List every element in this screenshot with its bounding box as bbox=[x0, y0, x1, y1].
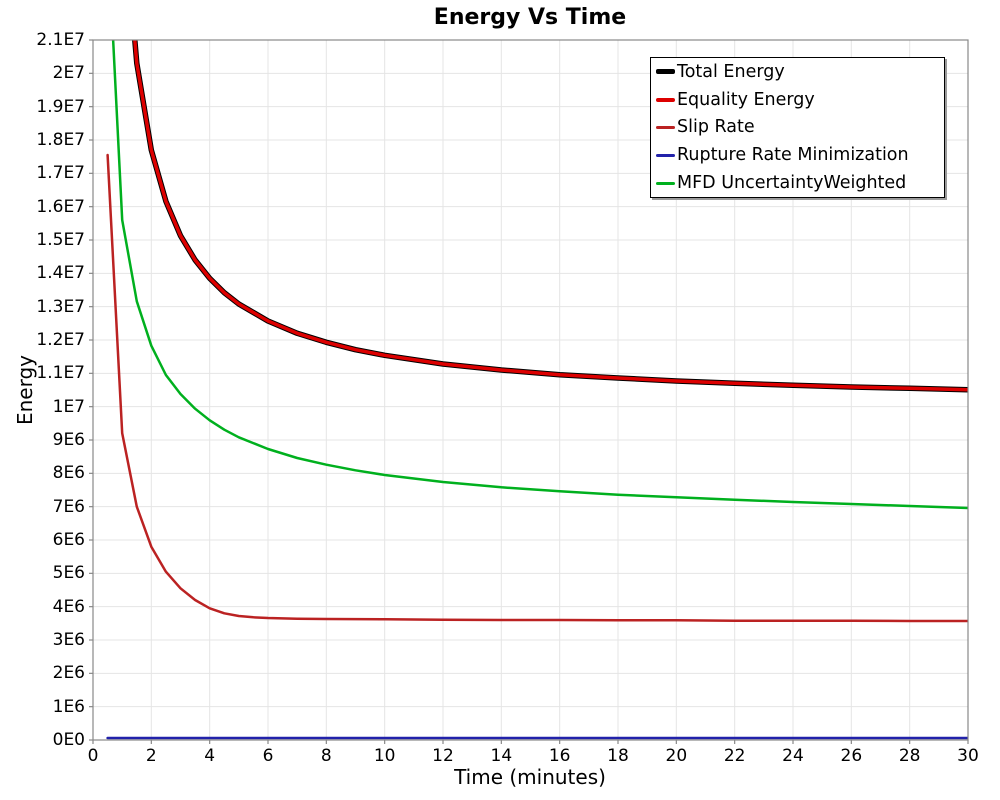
x-tick-label: 14 bbox=[490, 746, 513, 766]
y-tick-label: 1E6 bbox=[52, 696, 85, 717]
legend-label: MFD UncertaintyWeighted bbox=[677, 173, 907, 194]
y-tick-label: 0E0 bbox=[52, 730, 85, 750]
legend-label: Total Energy bbox=[677, 61, 785, 82]
x-tick-label: 12 bbox=[432, 746, 454, 766]
legend-item-mfd-uncertaintyweighted: MFD UncertaintyWeighted bbox=[651, 169, 944, 197]
x-tick-label: 30 bbox=[957, 746, 979, 766]
series-line-slip-rate bbox=[106, 153, 968, 623]
x-tick-label: 26 bbox=[840, 746, 863, 766]
legend-item-slip-rate: Slip Rate bbox=[651, 114, 944, 142]
y-tick-label: 1.7E7 bbox=[36, 163, 85, 184]
x-tick-label: 20 bbox=[665, 746, 688, 766]
y-tick-label: 3E6 bbox=[52, 630, 85, 650]
x-tick-label: 0 bbox=[87, 746, 99, 766]
y-tick-label: 1.8E7 bbox=[36, 130, 85, 150]
x-axis-title: Time (minutes) bbox=[454, 765, 606, 789]
legend-label: Equality Energy bbox=[677, 89, 815, 110]
y-tick-label: 1.2E7 bbox=[36, 330, 85, 350]
legend-label: Slip Rate bbox=[677, 117, 755, 138]
legend-line-swatch bbox=[656, 153, 675, 157]
series-line-mfd-uncertaintyweighted bbox=[111, 40, 968, 510]
y-tick-label: 5E6 bbox=[52, 563, 85, 584]
y-tick-label: 6E6 bbox=[52, 530, 85, 550]
x-tick-label: 2 bbox=[145, 746, 157, 766]
y-tick-label: 8E6 bbox=[52, 463, 85, 484]
y-tick-label: 1E7 bbox=[52, 396, 85, 417]
x-tick-label: 6 bbox=[262, 746, 274, 766]
y-tick-label: 1.1E7 bbox=[36, 363, 85, 384]
legend-line-swatch bbox=[656, 181, 675, 185]
legend-item-equality-energy: Equality Energy bbox=[651, 86, 944, 114]
x-tick-label: 18 bbox=[607, 746, 629, 766]
legend-label: Rupture Rate Minimization bbox=[677, 145, 909, 166]
y-tick-label: 2E6 bbox=[52, 663, 85, 684]
x-tick-label: 10 bbox=[373, 746, 396, 766]
y-tick-label: 1.9E7 bbox=[36, 96, 85, 117]
y-tick-label: 1.6E7 bbox=[36, 196, 85, 217]
legend-line-swatch bbox=[656, 69, 675, 75]
y-tick-label: 9E6 bbox=[52, 430, 85, 450]
x-tick-label: 8 bbox=[320, 746, 332, 766]
x-tick-label: 22 bbox=[723, 746, 746, 766]
y-tick-label: 2.1E7 bbox=[36, 30, 85, 50]
chart-title: Energy Vs Time bbox=[433, 5, 627, 30]
y-tick-label: 1.3E7 bbox=[36, 296, 85, 317]
y-tick-label: 4E6 bbox=[52, 596, 85, 617]
y-tick-label: 1.5E7 bbox=[36, 230, 85, 250]
x-tick-label: 4 bbox=[204, 746, 216, 766]
x-tick-label: 16 bbox=[548, 746, 571, 766]
x-tick-label: 24 bbox=[782, 746, 804, 766]
legend-line-swatch bbox=[656, 125, 675, 129]
y-tick-label: 1.4E7 bbox=[36, 263, 85, 284]
x-tick-label: 28 bbox=[898, 746, 921, 766]
legend-item-rupture-rate-minimization: Rupture Rate Minimization bbox=[651, 141, 944, 169]
axes bbox=[89, 39, 969, 744]
y-tick-label: 7E6 bbox=[52, 496, 85, 517]
series-line-equality-energy bbox=[133, 40, 968, 392]
legend-item-total-energy: Total Energy bbox=[651, 58, 944, 86]
legend-line-swatch bbox=[656, 97, 675, 102]
legend: Total Energy Equality Energy Slip Rate Rupt… bbox=[650, 57, 945, 198]
y-tick-label: 2E7 bbox=[52, 63, 85, 84]
